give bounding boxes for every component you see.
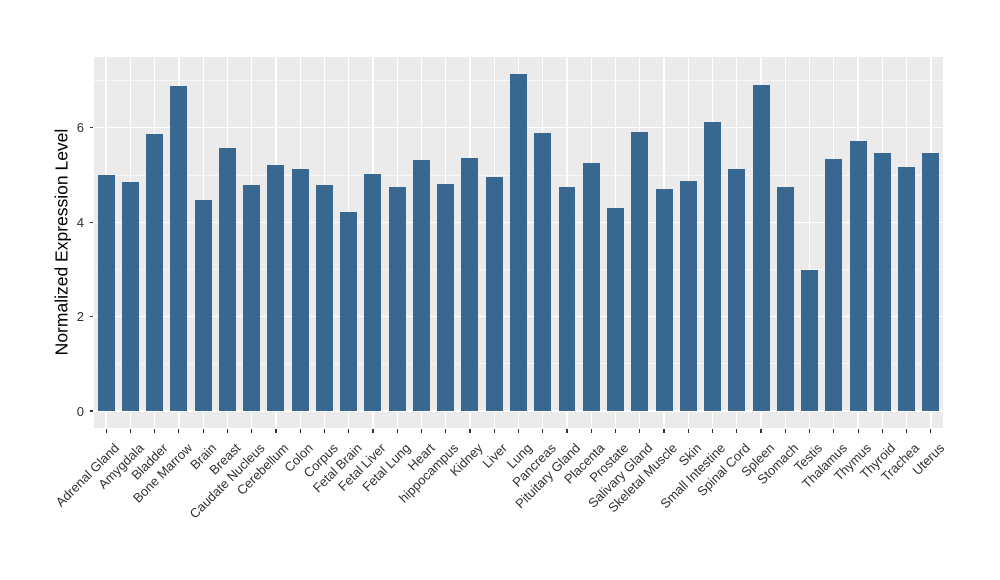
y-tick-mark (89, 410, 93, 412)
bar-lung (510, 73, 527, 411)
bar-breast (218, 147, 236, 411)
bar-thymus (849, 140, 867, 411)
x-tick-mark (760, 429, 762, 433)
bar-bone-marrow (170, 85, 188, 411)
bar-cerebellum (267, 165, 285, 411)
x-tick-mark (639, 429, 641, 433)
x-tick-mark (420, 429, 423, 433)
bar-pituitary-gland (558, 186, 576, 411)
bar-liver (485, 177, 503, 411)
bar-bladder (146, 134, 164, 411)
x-tick-mark (833, 429, 835, 433)
x-tick-mark (614, 429, 617, 433)
x-gridline (808, 57, 811, 428)
bar-thyroid (873, 152, 891, 411)
y-tick-label: 2 (76, 309, 84, 325)
bar-caudate-nucleus (243, 184, 261, 411)
y-tick-label: 6 (76, 120, 84, 136)
y-tick-label: 0 (76, 403, 84, 419)
bar-amygdala (121, 181, 139, 411)
x-tick-mark (566, 429, 568, 433)
y-tick-label: 4 (76, 214, 84, 230)
bar-thalamus (825, 159, 843, 411)
bar-uterus (922, 153, 940, 411)
x-tick-mark (323, 429, 326, 433)
x-tick-mark (784, 429, 786, 433)
x-tick-mark (517, 429, 520, 433)
y-tick-mark (89, 127, 93, 129)
x-tick-mark (226, 429, 228, 433)
bar-fetal-brain (340, 211, 358, 411)
x-tick-mark (590, 429, 592, 433)
bar-small-intestine (704, 122, 722, 411)
bar-colon (291, 168, 309, 411)
bar-testis (801, 270, 819, 411)
x-tick-mark (396, 429, 398, 433)
plot-panel (94, 57, 943, 428)
y-tick-mark (89, 221, 93, 223)
x-tick-mark (542, 429, 544, 433)
x-tick-mark (469, 429, 471, 433)
bar-skin (679, 181, 697, 411)
x-tick-mark (687, 429, 689, 433)
bar-brain (194, 200, 212, 411)
bar-trachea (898, 167, 916, 411)
bar-fetal-lung (388, 187, 406, 411)
bar-spinal-cord (728, 168, 746, 411)
bar-pancreas (534, 132, 552, 411)
x-tick-mark (348, 429, 350, 433)
bar-salivary-gland (631, 131, 649, 411)
bar-placenta (582, 162, 600, 411)
x-tick-mark (930, 429, 932, 433)
bar-adrenal-gland (97, 175, 115, 411)
bar-corpus (315, 185, 333, 411)
x-tick-mark (299, 429, 301, 433)
y-tick-mark (89, 316, 93, 318)
bar-fetal-liver (364, 173, 382, 411)
x-tick-mark (808, 429, 811, 433)
x-tick-mark (881, 429, 883, 433)
x-tick-mark (178, 429, 180, 433)
x-tick-mark (445, 429, 447, 433)
bar-stomach (776, 186, 794, 411)
x-tick-mark (906, 429, 908, 433)
bar-hippocampus (437, 184, 455, 411)
x-tick-mark (275, 429, 277, 433)
bar-spleen (752, 84, 770, 411)
x-tick-mark (202, 429, 204, 433)
x-tick-mark (251, 429, 253, 433)
x-tick-mark (105, 429, 107, 433)
bar-kidney (461, 158, 479, 411)
x-tick-mark (129, 429, 131, 433)
x-tick-mark (372, 429, 374, 433)
x-tick-mark (711, 429, 714, 433)
x-tick-mark (663, 429, 665, 433)
x-tick-mark (736, 429, 738, 433)
bar-heart (412, 159, 430, 411)
x-tick-label: Liver (479, 440, 511, 471)
bar-prostate (607, 207, 624, 411)
x-tick-mark (857, 429, 859, 433)
x-tick-mark (154, 429, 156, 433)
bar-skeletal-muscle (655, 189, 673, 411)
x-tick-mark (493, 429, 495, 433)
